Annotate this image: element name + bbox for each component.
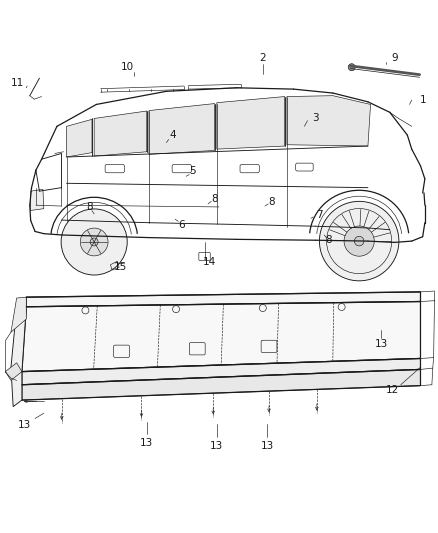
Text: 4: 4 — [170, 130, 177, 140]
Text: 13: 13 — [261, 441, 274, 451]
Text: 11: 11 — [11, 77, 24, 87]
Text: 13: 13 — [210, 441, 223, 451]
Circle shape — [319, 201, 399, 281]
Text: 9: 9 — [391, 53, 398, 63]
Text: 8: 8 — [268, 197, 275, 207]
Polygon shape — [94, 111, 147, 156]
Text: 13: 13 — [374, 340, 388, 350]
Polygon shape — [26, 292, 420, 307]
Text: 14: 14 — [203, 257, 216, 267]
Polygon shape — [149, 103, 215, 155]
Text: 10: 10 — [120, 62, 134, 72]
Text: 8: 8 — [325, 235, 332, 245]
Text: 13: 13 — [140, 438, 153, 448]
Polygon shape — [11, 297, 26, 332]
Circle shape — [354, 236, 364, 246]
Text: 5: 5 — [189, 166, 196, 176]
Text: 2: 2 — [259, 53, 266, 63]
Circle shape — [80, 228, 108, 256]
Circle shape — [344, 226, 374, 256]
Polygon shape — [217, 96, 285, 149]
Text: 15: 15 — [114, 262, 127, 272]
Polygon shape — [67, 119, 92, 157]
Polygon shape — [11, 297, 26, 407]
Circle shape — [348, 64, 355, 71]
Text: 3: 3 — [312, 114, 319, 124]
Polygon shape — [287, 96, 371, 146]
Text: 8: 8 — [86, 203, 93, 212]
Text: 12: 12 — [385, 385, 399, 395]
Circle shape — [61, 209, 127, 275]
Polygon shape — [5, 363, 22, 381]
Circle shape — [90, 238, 98, 246]
Text: 13: 13 — [18, 420, 31, 430]
Text: 6: 6 — [178, 220, 185, 230]
Polygon shape — [22, 369, 420, 400]
Polygon shape — [31, 189, 44, 211]
Polygon shape — [22, 302, 420, 372]
Text: 1: 1 — [419, 95, 426, 105]
Text: 8: 8 — [211, 193, 218, 204]
Polygon shape — [22, 359, 420, 385]
Text: 7: 7 — [316, 210, 323, 220]
